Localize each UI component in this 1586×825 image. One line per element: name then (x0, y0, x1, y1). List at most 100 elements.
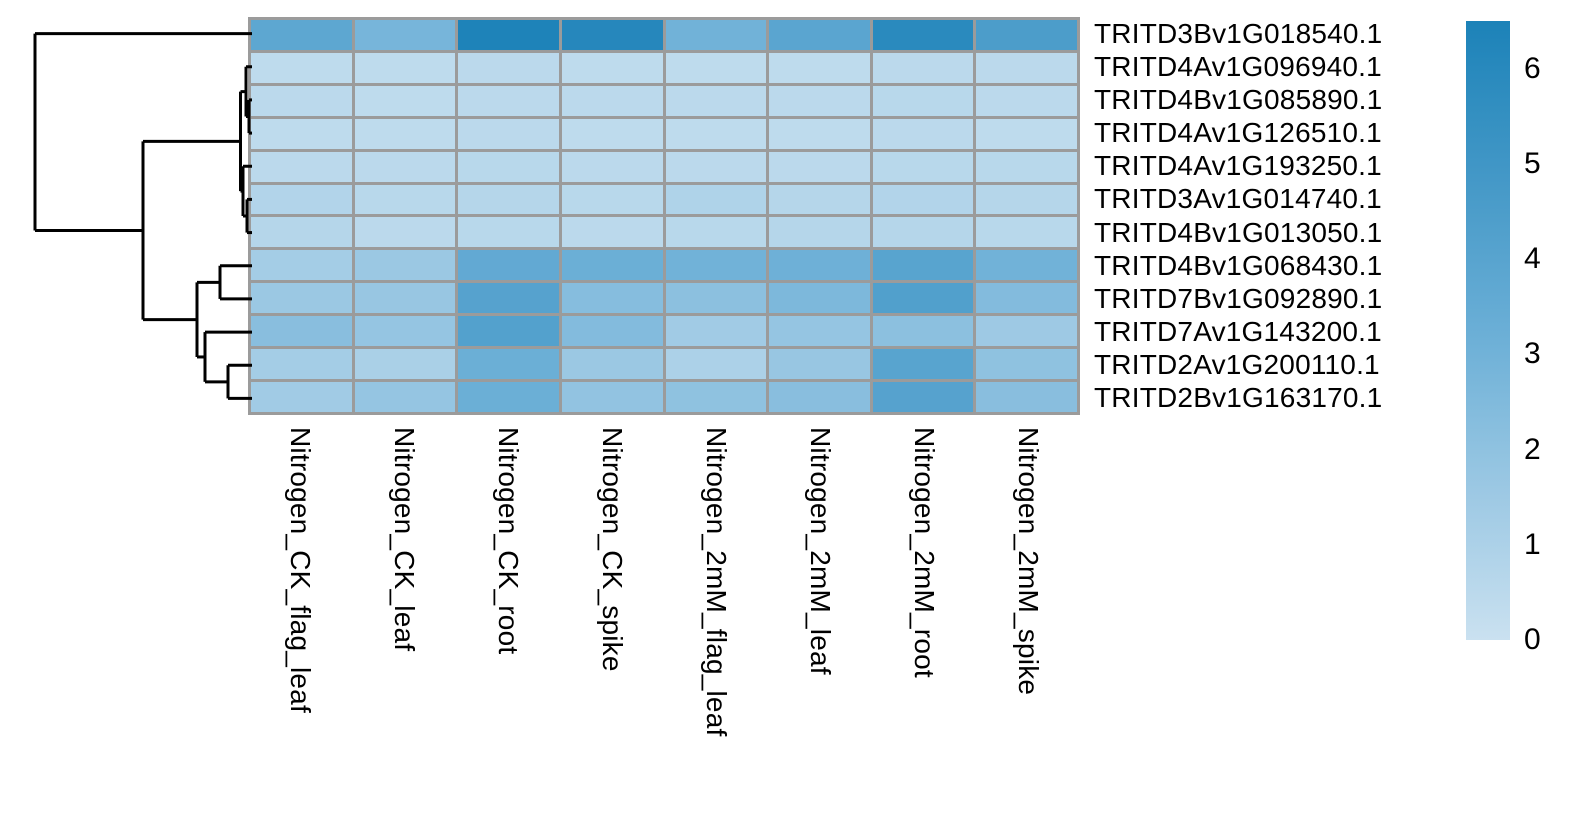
heatmap-cell (665, 316, 767, 347)
heatmap-cell (872, 118, 974, 149)
heatmap-cell (976, 283, 1077, 314)
column-labels: Nitrogen_CK_flag_leaf Nitrogen_CK_leaf Nit… (0, 427, 1100, 817)
heatmap-cell (665, 184, 767, 215)
heatmap-cell (354, 52, 456, 83)
row-label: TRITD2Av1G200110.1 (1094, 349, 1380, 381)
heatmap-cell (458, 52, 559, 83)
heatmap-cell (665, 250, 767, 281)
heatmap-cell (872, 250, 974, 281)
colorbar-tick-label: 1 (1524, 527, 1541, 561)
heatmap-cell (872, 184, 974, 215)
heatmap-cell (458, 85, 559, 116)
heatmap-cell (665, 151, 767, 182)
row-label: TRITD4Bv1G013050.1 (1094, 216, 1383, 248)
heatmap-cell (561, 250, 663, 281)
heatmap-cell (251, 283, 352, 314)
row-label: TRITD3Bv1G018540.1 (1094, 17, 1383, 49)
heatmap-grid (248, 17, 1080, 415)
column-label: Nitrogen_CK_spike (597, 427, 628, 672)
heatmap-cell (251, 151, 352, 182)
heatmap-cell (354, 283, 456, 314)
heatmap-cell (665, 20, 767, 50)
heatmap-cell (976, 118, 1077, 149)
colorbar-tick-label: 6 (1524, 51, 1541, 85)
heatmap-cell (561, 118, 663, 149)
colorbar-tick-label: 4 (1524, 242, 1541, 276)
heatmap-cell (458, 118, 559, 149)
heatmap-cell (872, 52, 974, 83)
heatmap-cell (976, 184, 1077, 215)
heatmap-cell (458, 217, 559, 248)
heatmap-cell (354, 85, 456, 116)
row-label: TRITD7Av1G143200.1 (1094, 316, 1382, 348)
heatmap-cell (354, 349, 456, 380)
row-label: TRITD4Av1G096940.1 (1094, 50, 1382, 82)
heatmap-cell (769, 151, 870, 182)
row-dendrogram (33, 32, 252, 400)
row-label: TRITD4Bv1G085890.1 (1094, 83, 1383, 115)
row-label: TRITD2Bv1G163170.1 (1094, 382, 1383, 414)
colorbar (1466, 21, 1510, 640)
heatmap-cell (769, 382, 870, 412)
row-label: TRITD4Av1G126510.1 (1094, 117, 1382, 149)
heatmap-cell (561, 349, 663, 380)
colorbar-tick-label: 2 (1524, 432, 1541, 466)
heatmap-cell (872, 382, 974, 412)
heatmap-cell (458, 20, 559, 50)
column-label: Nitrogen_2mM_spike (1013, 427, 1044, 696)
heatmap-cell (769, 283, 870, 314)
heatmap-cell (665, 217, 767, 248)
column-label: Nitrogen_2mM_root (909, 427, 940, 678)
heatmap-cell (251, 217, 352, 248)
heatmap-cell (769, 118, 870, 149)
heatmap-cell (561, 151, 663, 182)
heatmap-cell (769, 85, 870, 116)
heatmap-cell (976, 316, 1077, 347)
heatmap-cell (561, 85, 663, 116)
heatmap-cell (976, 85, 1077, 116)
heatmap-cell (976, 52, 1077, 83)
colorbar-tick-label: 0 (1524, 623, 1541, 656)
heatmap-cell (354, 250, 456, 281)
heatmap-cell (872, 217, 974, 248)
heatmap-cell (769, 184, 870, 215)
heatmap-cell (872, 85, 974, 116)
heatmap-cell (251, 184, 352, 215)
heatmap-cell (665, 118, 767, 149)
colorbar-tick-label: 3 (1524, 337, 1541, 371)
row-label: TRITD4Bv1G068430.1 (1094, 249, 1383, 281)
heatmap-cell (976, 217, 1077, 248)
heatmap-cell (251, 118, 352, 149)
heatmap-cell (769, 217, 870, 248)
row-label: TRITD3Av1G014740.1 (1094, 183, 1382, 215)
column-label: Nitrogen_2mM_flag_leaf (701, 427, 732, 737)
heatmap-cell (769, 316, 870, 347)
heatmap-cell (458, 316, 559, 347)
heatmap-cell (561, 20, 663, 50)
heatmap-cell (354, 20, 456, 50)
heatmap-cell (561, 52, 663, 83)
heatmap-cell (769, 20, 870, 50)
heatmap-cell (561, 184, 663, 215)
heatmap-cell (665, 52, 767, 83)
heatmap-cell (976, 20, 1077, 50)
heatmap-cell (354, 184, 456, 215)
heatmap-cell (354, 316, 456, 347)
heatmap-cell (872, 349, 974, 380)
colorbar-tick-label: 5 (1524, 146, 1541, 180)
column-label: Nitrogen_CK_root (493, 427, 524, 655)
heatmap-cell (561, 217, 663, 248)
heatmap-cell (251, 250, 352, 281)
heatmap-cell (354, 151, 456, 182)
heatmap-cell (665, 85, 767, 116)
heatmap-cell (665, 382, 767, 412)
heatmap-cell (251, 316, 352, 347)
row-label: TRITD4Av1G193250.1 (1094, 150, 1382, 182)
row-labels: TRITD3Bv1G018540.1 TRITD4Av1G096940.1 TRIT… (1094, 17, 1494, 415)
heatmap-cell (251, 349, 352, 380)
heatmap-cell (769, 349, 870, 380)
heatmap-cell (976, 382, 1077, 412)
heatmap-cell (872, 316, 974, 347)
heatmap-cell (976, 349, 1077, 380)
